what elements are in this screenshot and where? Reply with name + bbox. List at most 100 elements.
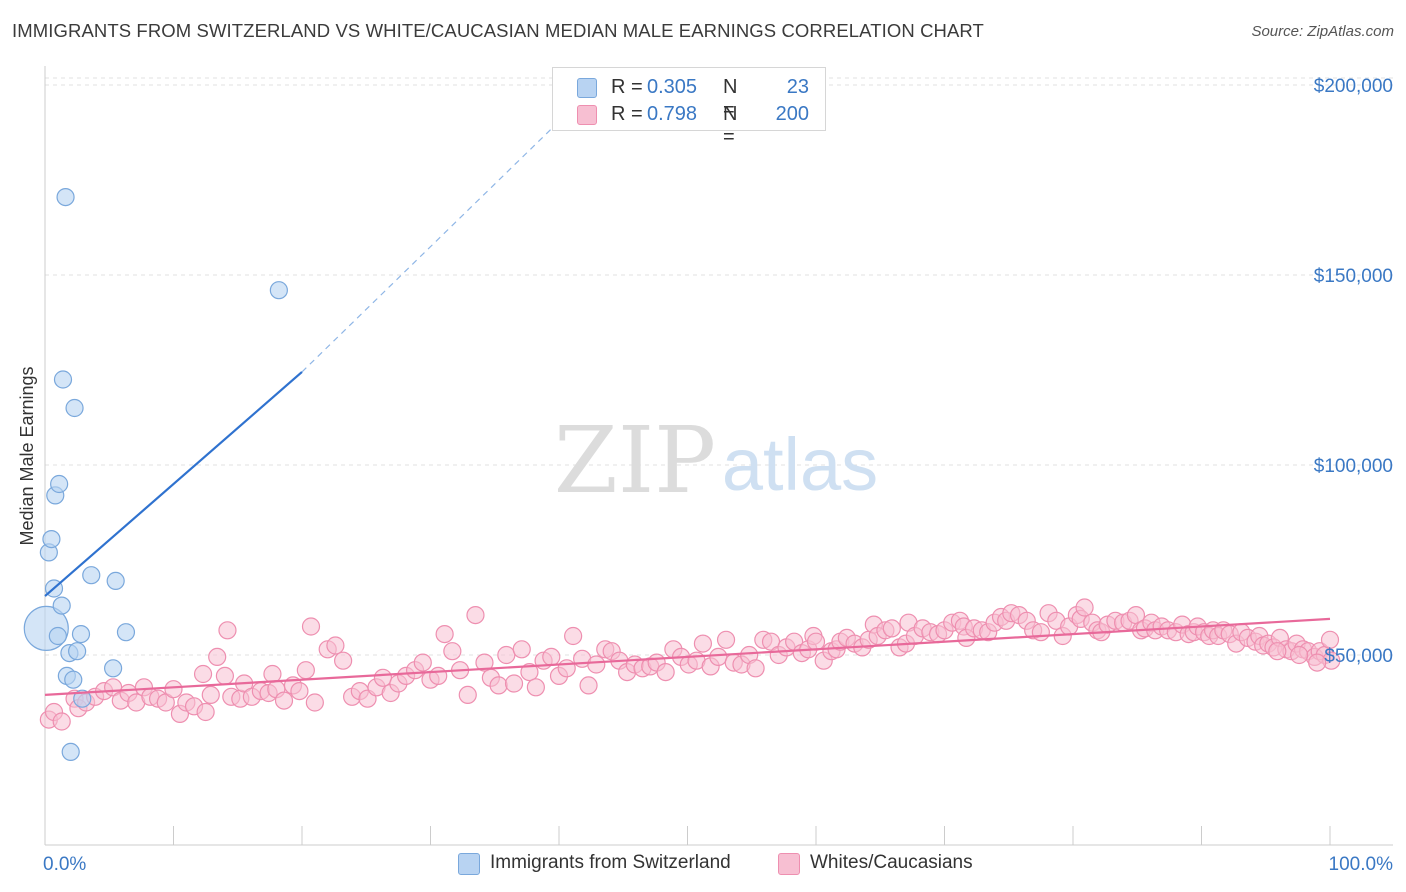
data-point-white — [709, 647, 728, 667]
tick-labels: $50,000 $100,000 $150,000 $200,000 0.0% 100.0… — [43, 76, 1393, 875]
data-point-white — [1075, 598, 1094, 617]
data-point-white — [520, 662, 539, 682]
data-point-white — [542, 647, 561, 667]
data-point-white — [263, 664, 282, 684]
data-point-white — [290, 681, 309, 701]
data-point-switzerland — [56, 188, 75, 207]
bottom-legend-swatch-pink — [778, 853, 800, 875]
data-point-switzerland — [65, 398, 84, 418]
trendline-extension — [301, 95, 586, 373]
data-point-white — [526, 678, 545, 697]
grid — [45, 77, 1393, 656]
legend-r-value: 0.305 — [647, 76, 698, 98]
data-point-white — [218, 621, 237, 640]
trendline-switzerland — [44, 371, 303, 597]
data-point-white — [1308, 653, 1327, 672]
data-point-switzerland — [116, 623, 136, 642]
data-point-white — [164, 680, 183, 699]
trendlines — [44, 95, 1331, 696]
data-point-white — [1031, 623, 1050, 642]
data-point-switzerland — [53, 370, 73, 389]
data-point-white — [489, 676, 508, 695]
pink-points — [39, 598, 1341, 731]
legend-n-value: 23 — [786, 76, 809, 98]
bottom-legend-label: Whites/Caucasians — [810, 852, 973, 873]
data-point-switzerland — [68, 642, 87, 661]
data-point-switzerland — [61, 742, 80, 762]
legend-n-value: 200 — [775, 103, 809, 125]
y-tick-label: $50,000 — [1324, 646, 1393, 667]
y-tick-label: $200,000 — [1314, 76, 1393, 97]
data-point-white — [693, 634, 713, 653]
y-tick-label: $100,000 — [1314, 456, 1393, 477]
legend-swatch-pink — [577, 105, 597, 125]
data-point-white — [196, 702, 215, 722]
data-point-white — [512, 640, 531, 659]
data-point-white — [1320, 630, 1340, 649]
data-point-white — [746, 659, 765, 678]
data-point-white — [413, 653, 432, 672]
watermark-atlas: atlas — [722, 423, 878, 506]
data-point-switzerland — [50, 474, 69, 494]
data-point-white — [557, 659, 576, 678]
data-point-white — [443, 642, 462, 661]
data-point-white — [497, 645, 516, 665]
data-point-white — [458, 685, 477, 705]
x-tick-label: 100.0% — [1329, 854, 1394, 875]
data-point-white — [52, 712, 71, 731]
data-point-white — [504, 674, 524, 693]
trendline-white — [44, 617, 1331, 696]
data-point-white — [1268, 642, 1287, 661]
x-tick-label: 0.0% — [43, 854, 86, 875]
data-point-switzerland — [106, 571, 125, 591]
y-axis-label: Median Male Earnings — [17, 366, 37, 545]
data-point-white — [429, 666, 448, 686]
legend-r-label: R = — [611, 76, 643, 98]
data-point-switzerland — [48, 626, 67, 646]
bottom-legend-swatch-blue — [458, 853, 480, 875]
legend-swatch-blue — [577, 78, 597, 98]
data-point-white — [193, 664, 213, 684]
data-point-white — [564, 626, 583, 646]
data-point-white — [373, 668, 393, 687]
stats-legend: R = 0.305 N = 23 R = 0.798 N = 200 — [552, 67, 826, 148]
data-point-white — [587, 655, 606, 674]
data-point-white — [1290, 645, 1309, 665]
data-point-white — [435, 624, 454, 644]
data-point-white — [305, 693, 324, 712]
data-point-switzerland — [73, 689, 92, 708]
source-label: Source: ZipAtlas.com — [1251, 23, 1394, 40]
data-point-white — [301, 617, 321, 636]
data-point-switzerland — [71, 624, 91, 644]
chart-title: IMMIGRANTS FROM SWITZERLAND VS WHITE/CAU… — [12, 20, 984, 41]
data-point-white — [656, 662, 675, 682]
data-point-white — [274, 691, 294, 710]
data-point-white — [334, 651, 353, 670]
watermark-zip: ZIP — [554, 407, 716, 514]
data-point-switzerland — [104, 659, 123, 678]
legend-n-label: N = — [723, 103, 738, 148]
data-point-white — [882, 619, 901, 638]
data-point-white — [296, 661, 315, 680]
data-point-switzerland — [82, 566, 101, 585]
data-point-white — [475, 653, 494, 672]
data-point-white — [716, 630, 736, 649]
legend-r-value: 0.798 — [647, 103, 698, 125]
data-point-white — [208, 647, 227, 667]
data-point-switzerland — [52, 596, 71, 615]
data-point-switzerland — [269, 281, 288, 300]
legend-n-label: N = — [723, 76, 738, 121]
data-point-white — [466, 605, 485, 625]
y-tick-label: $150,000 — [1314, 266, 1393, 287]
data-point-white — [806, 632, 826, 651]
data-point-white — [579, 676, 598, 695]
data-point-white — [201, 685, 220, 705]
data-point-switzerland — [42, 529, 61, 549]
data-point-switzerland — [64, 670, 83, 689]
data-point-white — [215, 666, 234, 686]
data-point-white — [326, 636, 345, 655]
blue-points — [23, 188, 288, 762]
bottom-legend-label: Immigrants from Switzerland — [490, 852, 731, 873]
axes — [44, 66, 1393, 846]
